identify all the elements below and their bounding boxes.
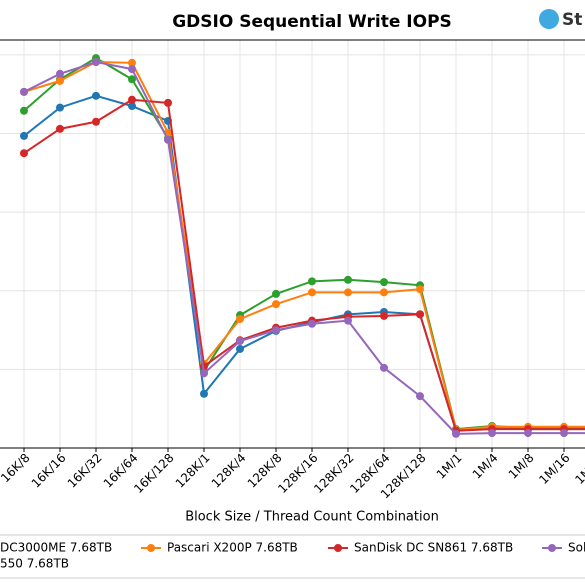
data-point (380, 363, 388, 372)
data-point (92, 91, 100, 100)
data-point (236, 344, 244, 353)
data-point (308, 277, 316, 286)
data-point (128, 75, 136, 84)
data-point (236, 337, 244, 346)
data-point (380, 311, 388, 320)
data-point (56, 103, 64, 112)
data-point (344, 275, 352, 284)
data-point (164, 98, 172, 107)
x-tick-label: 1M/8 (506, 451, 537, 482)
legend: DC3000ME 7.68TB 550 7.68TB Pascari X200P 7… (0, 541, 585, 571)
data-point (380, 288, 388, 297)
data-point (344, 288, 352, 297)
series-line (23, 61, 585, 431)
x-tick-label: 1M/4 (470, 451, 501, 482)
data-point (452, 429, 460, 438)
data-point (20, 87, 28, 96)
legend-marker (147, 544, 155, 552)
x-tick-label: 1M/16 (536, 451, 572, 487)
data-point (128, 102, 136, 111)
data-point (308, 288, 316, 297)
data-point (416, 310, 424, 319)
legend-marker (334, 544, 342, 552)
logo-text: St (562, 10, 582, 30)
data-point (272, 289, 280, 298)
x-tick-label: 1M/32 (572, 451, 585, 487)
legend-label: SanDisk DC SN861 7.68TB (354, 541, 513, 555)
logo-icon (539, 9, 559, 29)
data-point (200, 369, 208, 378)
legend-label: Sol (568, 541, 585, 555)
legend-label: DC3000ME 7.68TB (0, 541, 112, 555)
x-tick-label: 128K/4 (209, 451, 249, 491)
x-tick-label: 16K/128 (131, 451, 176, 496)
data-point (20, 106, 28, 115)
x-tick-label: 16K/16 (29, 451, 69, 491)
data-point (56, 124, 64, 133)
x-axis-label: Block Size / Thread Count Combination (185, 510, 439, 525)
data-point (236, 315, 244, 324)
data-point (272, 326, 280, 335)
data-point (560, 429, 568, 438)
data-point (56, 69, 64, 78)
chart-title: GDSIO Sequential Write IOPS (172, 12, 452, 32)
series-line (23, 60, 585, 435)
x-tick-label: 128K/1 (173, 451, 213, 491)
series-line (23, 94, 585, 432)
data-point (308, 319, 316, 328)
data-point (20, 149, 28, 158)
series-line (23, 98, 585, 432)
data-point (488, 429, 496, 438)
data-point (524, 429, 532, 438)
legend-box (0, 534, 585, 579)
data-point (272, 300, 280, 309)
data-point (344, 316, 352, 325)
data-point (92, 117, 100, 126)
legend-label: 550 7.68TB (0, 557, 69, 571)
data-point (164, 135, 172, 144)
data-point (380, 278, 388, 287)
data-point (416, 392, 424, 401)
data-point (416, 285, 424, 294)
data-point (200, 389, 208, 398)
data-point (128, 95, 136, 104)
x-tick-label: 16K/32 (65, 451, 105, 491)
data-point (128, 65, 136, 74)
legend-label: Pascari X200P 7.68TB (167, 541, 298, 555)
x-tick-label: 16K/8 (0, 451, 33, 486)
data-point (128, 58, 136, 67)
x-tick-label: 1M/1 (434, 451, 465, 482)
data-point (20, 131, 28, 140)
legend-marker (548, 544, 556, 552)
data-point (56, 76, 64, 85)
data-point (92, 58, 100, 67)
